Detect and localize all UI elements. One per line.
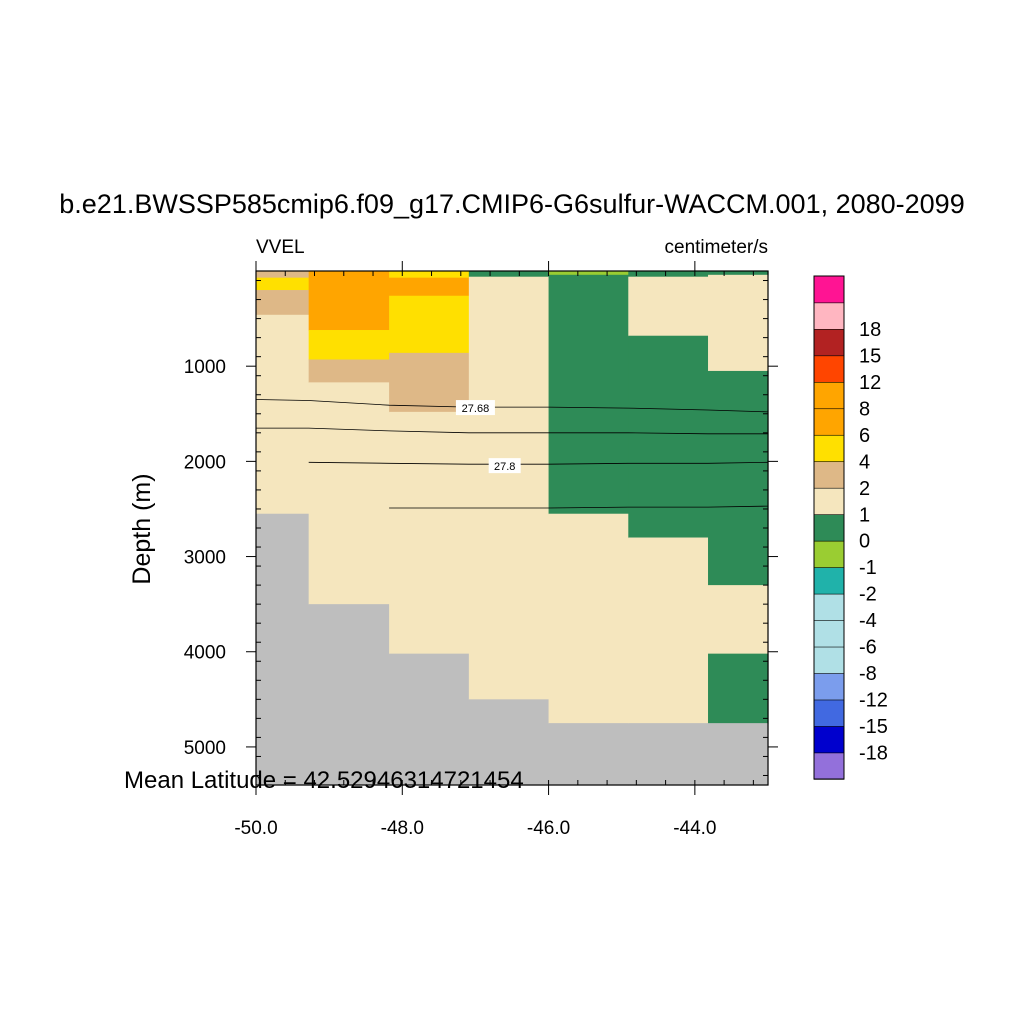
colorbar-label: 2 [859,478,870,500]
heatmap-cell [708,723,769,786]
x-tick-label: -48.0 [381,818,424,839]
heatmap-cell [548,723,629,786]
colorbar-label: -6 [859,637,877,659]
heatmap-cell [628,723,709,786]
contour-label: 27.8 [494,461,515,473]
colorbar-swatch [813,381,845,410]
x-ticks: -50.0 -48.0 -46.0 -44.0 [234,261,754,839]
heatmap-cell [389,277,470,297]
colorbar-label: -4 [859,610,877,632]
heatmap-cell [548,274,629,515]
colorbar-swatch [813,461,845,489]
colorbar-label: 6 [859,425,870,447]
contour-line [255,399,769,413]
colorbar-label: 0 [859,531,870,553]
plot-cells [256,271,769,786]
contour-label-bg [455,400,495,416]
colorbar-swatch [813,302,845,330]
heatmap-cell [256,277,310,291]
colorbar-swatch [813,672,845,701]
heatmap-cell [708,274,769,372]
y-axis-label: Depth (m) [128,473,156,584]
colorbar-label: 4 [859,451,870,473]
colorbar-label: -2 [859,584,877,606]
colorbar-swatch [813,646,845,674]
heatmap-cell [468,699,550,786]
colorbar-label: 12 [859,372,881,394]
y-tick-label: 1000 [184,357,226,378]
x-tick-label: -44.0 [673,818,716,839]
contour-line [389,505,769,509]
colorbar-swatch [813,619,845,648]
colorbar-label: -15 [859,716,888,738]
colorbar-swatch [813,434,845,463]
units-label: centimeter/s [665,237,768,258]
heatmap-cell [628,276,709,337]
colorbar-label: -1 [859,557,877,579]
heatmap-cell [708,585,769,655]
contour-label: 27.68 [462,403,490,415]
colorbar-swatch [813,355,845,383]
heatmap-cell [308,604,390,786]
colorbar-label: -12 [859,690,888,712]
colorbar-label: 18 [859,319,881,341]
colorbar-swatch [813,487,845,515]
colorbar-swatch [813,275,845,304]
colorbar-swatch [813,540,845,568]
colorbar-swatch [813,593,845,621]
colorbar-swatch [813,752,845,780]
colorbar-swatch [813,699,845,727]
y-ticks: 1000 2000 3000 4000 5000 [184,280,778,776]
heatmap-cell [308,330,390,361]
y-tick-label: 4000 [184,643,226,664]
contour-line [308,461,769,465]
heatmap-cell [468,271,550,278]
heatmap-cell [548,513,629,724]
heatmap-cell [308,271,390,331]
colorbar-label: 15 [859,345,881,367]
colorbar-label: -18 [859,743,888,765]
heatmap-cell [628,335,709,539]
colorbar-swatch [813,513,845,542]
contour-line [256,427,768,435]
y-tick-label: 3000 [184,548,226,569]
heatmap-cell [256,290,310,316]
colorbar-border [813,275,845,780]
colorbar-swatch [813,725,845,754]
heatmap-cell [628,537,709,724]
heatmap-cell [308,359,390,383]
variable-label: VVEL [256,237,305,258]
heatmap-cell [708,271,769,276]
heatmap-cell [389,653,470,786]
contour-lines: 27.68 27.8 [255,399,769,509]
heatmap-cell [708,370,769,586]
x-tick-label: -50.0 [234,818,277,839]
heatmap-cell [256,513,310,786]
x-tick-label: -46.0 [527,818,570,839]
colorbar-label: 8 [859,398,870,420]
mean-latitude-note: Mean Latitude = 42.52946314721454 [124,767,524,794]
colorbar-swatch [813,566,845,595]
heatmap-cell [548,271,629,276]
heatmap-cell [708,653,769,724]
contour-label-bg [488,458,521,474]
colorbar-swatch [813,408,845,436]
y-tick-label: 2000 [184,452,226,473]
y-tick-label: 5000 [184,738,226,759]
heatmap-cell [256,314,310,515]
heatmap-cell [389,411,470,655]
colorbar-swatch [813,328,845,357]
heatmap-cell [389,271,470,279]
heatmap-cell [256,271,310,279]
chart-title: b.e21.BWSSP585cmip6.f09_g17.CMIP6-G6sulf… [59,189,964,219]
heatmap-cell [389,295,470,354]
colorbar-label: 1 [859,504,870,526]
heatmap-cell [468,276,550,700]
heatmap-cell [628,271,709,278]
colorbar-label: -8 [859,663,877,685]
heatmap-cell [308,382,390,605]
